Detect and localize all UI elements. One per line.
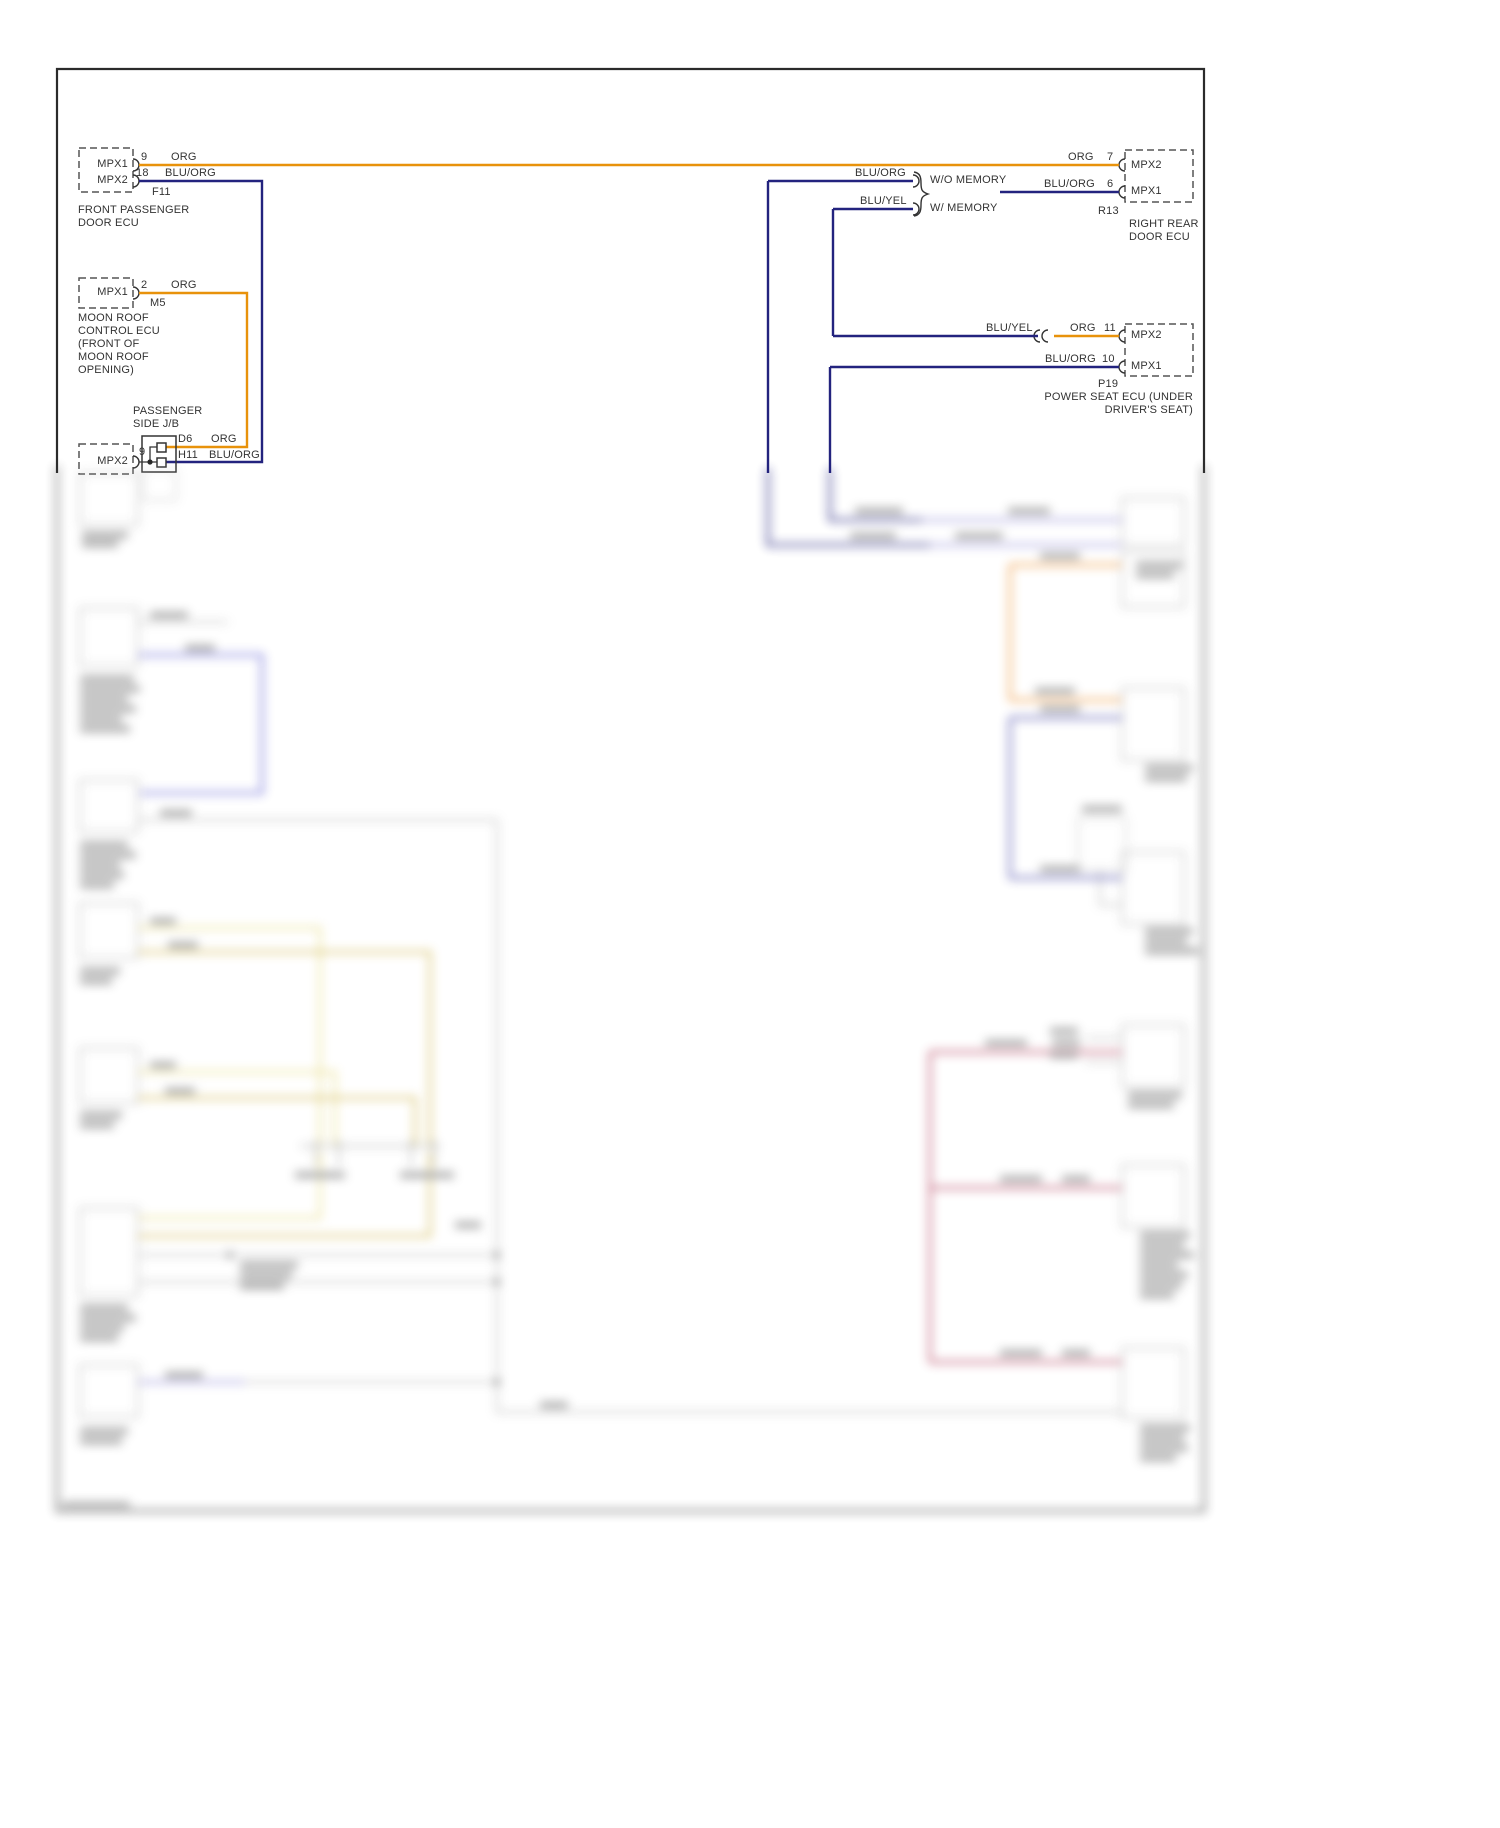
blurred-colored-wires xyxy=(138,468,1122,1384)
wire-color-label: ORG xyxy=(211,433,237,445)
blu-wires xyxy=(139,179,1119,473)
option-label: W/ MEMORY xyxy=(930,202,998,214)
jb-pin-id: H11 xyxy=(178,449,198,461)
pin-label: MPX2 xyxy=(1131,329,1162,341)
component-name: POWER SEAT ECU (UNDER DRIVER'S SEAT) xyxy=(1044,391,1193,416)
pin-label: MPX1 xyxy=(97,286,128,298)
inline-connector-symbol xyxy=(1041,329,1049,343)
w-memory-blu-yel-wire xyxy=(831,207,1038,338)
component-name: MOON ROOF CONTROL ECU (FRONT OF MOON ROO… xyxy=(78,312,160,376)
moon-roof-org-wire xyxy=(139,291,249,449)
pin-number: 6 xyxy=(1107,178,1114,190)
option-merge-brace xyxy=(913,171,931,217)
wire-color-label: ORG xyxy=(171,279,197,291)
blurred-splice-block xyxy=(300,1140,440,1166)
wire-color-label: BLU/ORG xyxy=(1045,353,1096,365)
pin-number: 7 xyxy=(1107,151,1114,163)
pin-label: MPX2 xyxy=(1131,159,1162,171)
power-seat-ecu-box xyxy=(1124,323,1194,377)
org-wires xyxy=(139,163,1119,449)
pin-label: MPX1 xyxy=(97,158,128,170)
page-border-top xyxy=(55,67,1206,473)
moon-roof-control-ecu-box xyxy=(78,277,134,309)
blurred-component-boxes xyxy=(79,469,1185,1419)
wire-color-label: BLU/ORG xyxy=(165,167,216,179)
blurred-gray-wires xyxy=(138,621,1122,1413)
pin-label: MPX2 xyxy=(97,174,128,186)
pin-number: 9 xyxy=(139,446,146,458)
pin-number: 2 xyxy=(141,279,148,291)
jb-junction-dot xyxy=(147,459,153,465)
component-name: RIGHT REAR DOOR ECU xyxy=(1129,218,1199,243)
right-rear-door-ecu-box xyxy=(1124,149,1194,203)
connector-id: P19 xyxy=(1098,378,1119,390)
pin-number: 9 xyxy=(141,151,148,163)
wire-color-label: BLU/ORG xyxy=(855,167,906,179)
jb-mpx2-box xyxy=(78,443,134,475)
ps-blu-org-wire xyxy=(828,365,1119,473)
front-passenger-door-ecu-box xyxy=(78,147,134,193)
connector-id: R13 xyxy=(1098,205,1119,217)
fp-blu-org-wire xyxy=(139,179,264,464)
pin-label: MPX2 xyxy=(97,455,128,467)
wire-color-label: ORG xyxy=(171,151,197,163)
wo-memory-blu-org-wire xyxy=(766,179,913,473)
blurred-junction-dots xyxy=(226,1251,501,1386)
pin-number: 11 xyxy=(1104,322,1116,334)
wire-color-label: ORG xyxy=(1068,151,1094,163)
wire-color-label: BLU/ORG xyxy=(1044,178,1095,190)
component-name: FRONT PASSENGER DOOR ECU xyxy=(78,204,190,229)
pin-number: 10 xyxy=(1102,353,1115,365)
wire-color-label: BLU/YEL xyxy=(860,195,907,207)
component-name: PASSENGER SIDE J/B xyxy=(133,405,203,430)
pin-number: 18 xyxy=(136,167,149,179)
pin-label: MPX1 xyxy=(1131,360,1162,372)
connector-id: F11 xyxy=(152,186,171,198)
blurred-text-smudges xyxy=(62,508,1199,1507)
option-label: W/O MEMORY xyxy=(930,174,1007,186)
wire-color-label: BLU/ORG xyxy=(209,449,260,461)
connector-id: M5 xyxy=(150,297,166,309)
wire-color-label: BLU/YEL xyxy=(986,322,1033,334)
jb-pin-id: D6 xyxy=(178,433,193,445)
connector-boxes xyxy=(78,147,1194,475)
wire-color-label: ORG xyxy=(1070,322,1096,334)
pin-label: MPX1 xyxy=(1131,185,1162,197)
